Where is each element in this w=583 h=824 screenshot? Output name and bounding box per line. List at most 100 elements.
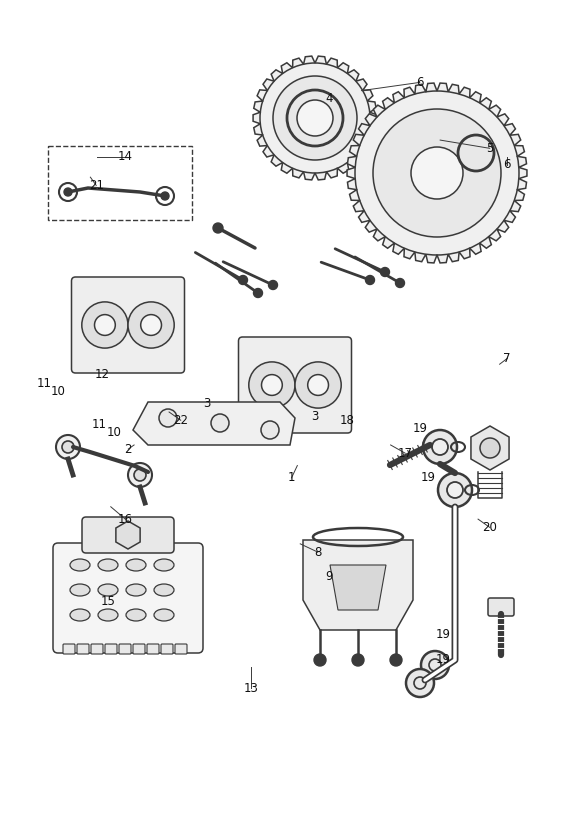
Ellipse shape — [126, 584, 146, 596]
Circle shape — [56, 435, 80, 459]
FancyBboxPatch shape — [105, 644, 117, 654]
Text: 1: 1 — [288, 471, 295, 485]
FancyBboxPatch shape — [91, 644, 103, 654]
Circle shape — [390, 654, 402, 666]
Circle shape — [254, 288, 262, 297]
Circle shape — [352, 654, 364, 666]
Text: 20: 20 — [482, 521, 497, 534]
Text: 11: 11 — [36, 377, 51, 390]
Circle shape — [480, 438, 500, 458]
Text: 3: 3 — [203, 397, 210, 410]
Text: 4: 4 — [326, 92, 333, 105]
Circle shape — [406, 669, 434, 697]
Circle shape — [211, 414, 229, 432]
Polygon shape — [303, 540, 413, 630]
Circle shape — [314, 654, 326, 666]
FancyBboxPatch shape — [161, 644, 173, 654]
Circle shape — [262, 375, 282, 396]
FancyBboxPatch shape — [63, 644, 75, 654]
Circle shape — [161, 192, 169, 200]
Ellipse shape — [70, 609, 90, 621]
Polygon shape — [330, 565, 386, 610]
Circle shape — [432, 439, 448, 455]
Circle shape — [273, 76, 357, 160]
Circle shape — [213, 223, 223, 233]
Circle shape — [82, 302, 128, 348]
FancyBboxPatch shape — [119, 644, 131, 654]
Text: 15: 15 — [100, 595, 115, 608]
Circle shape — [421, 651, 449, 679]
FancyBboxPatch shape — [238, 337, 352, 433]
Text: 19: 19 — [421, 471, 436, 485]
Ellipse shape — [98, 609, 118, 621]
FancyBboxPatch shape — [53, 543, 203, 653]
FancyBboxPatch shape — [133, 644, 145, 654]
Text: 3: 3 — [311, 410, 318, 423]
Polygon shape — [133, 402, 295, 445]
Circle shape — [94, 315, 115, 335]
Circle shape — [297, 100, 333, 136]
Ellipse shape — [70, 584, 90, 596]
Polygon shape — [116, 521, 140, 549]
Circle shape — [438, 473, 472, 507]
Polygon shape — [347, 83, 527, 263]
Text: 19: 19 — [412, 422, 427, 435]
Circle shape — [128, 302, 174, 348]
Ellipse shape — [98, 559, 118, 571]
Circle shape — [295, 362, 341, 408]
Polygon shape — [471, 426, 509, 470]
FancyBboxPatch shape — [82, 517, 174, 553]
Circle shape — [447, 482, 463, 498]
Polygon shape — [253, 56, 377, 180]
Text: 18: 18 — [339, 414, 354, 427]
Text: 22: 22 — [173, 414, 188, 427]
Circle shape — [261, 421, 279, 439]
Text: 17: 17 — [398, 447, 413, 460]
FancyBboxPatch shape — [488, 598, 514, 616]
Circle shape — [395, 279, 405, 288]
Text: 21: 21 — [89, 179, 104, 192]
FancyBboxPatch shape — [72, 277, 184, 373]
Text: 6: 6 — [416, 76, 423, 89]
Text: 10: 10 — [106, 426, 121, 439]
Circle shape — [249, 362, 295, 408]
Ellipse shape — [98, 584, 118, 596]
Circle shape — [423, 430, 457, 464]
FancyBboxPatch shape — [77, 644, 89, 654]
Ellipse shape — [154, 559, 174, 571]
Circle shape — [128, 463, 152, 487]
Circle shape — [159, 409, 177, 427]
Text: 19: 19 — [436, 628, 451, 641]
Circle shape — [141, 315, 161, 335]
Ellipse shape — [126, 559, 146, 571]
Ellipse shape — [154, 584, 174, 596]
Ellipse shape — [70, 559, 90, 571]
Text: 9: 9 — [326, 570, 333, 583]
Text: 6: 6 — [504, 158, 511, 171]
Circle shape — [308, 375, 328, 396]
Circle shape — [381, 268, 389, 277]
Circle shape — [134, 469, 146, 481]
FancyBboxPatch shape — [147, 644, 159, 654]
FancyBboxPatch shape — [175, 644, 187, 654]
Circle shape — [238, 275, 248, 284]
Circle shape — [411, 147, 463, 199]
Text: 10: 10 — [51, 385, 66, 398]
Text: 7: 7 — [504, 352, 511, 365]
Text: 14: 14 — [118, 150, 133, 163]
Text: 19: 19 — [436, 653, 451, 666]
Text: 2: 2 — [125, 442, 132, 456]
Text: 5: 5 — [486, 142, 493, 155]
Text: 11: 11 — [92, 418, 107, 431]
Circle shape — [373, 109, 501, 237]
Circle shape — [269, 280, 278, 289]
Text: 8: 8 — [314, 545, 321, 559]
Ellipse shape — [154, 609, 174, 621]
Text: 13: 13 — [243, 681, 258, 695]
Ellipse shape — [126, 609, 146, 621]
Circle shape — [366, 275, 374, 284]
Circle shape — [64, 188, 72, 196]
Text: 16: 16 — [118, 513, 133, 526]
Text: 12: 12 — [94, 368, 110, 382]
Circle shape — [62, 441, 74, 453]
